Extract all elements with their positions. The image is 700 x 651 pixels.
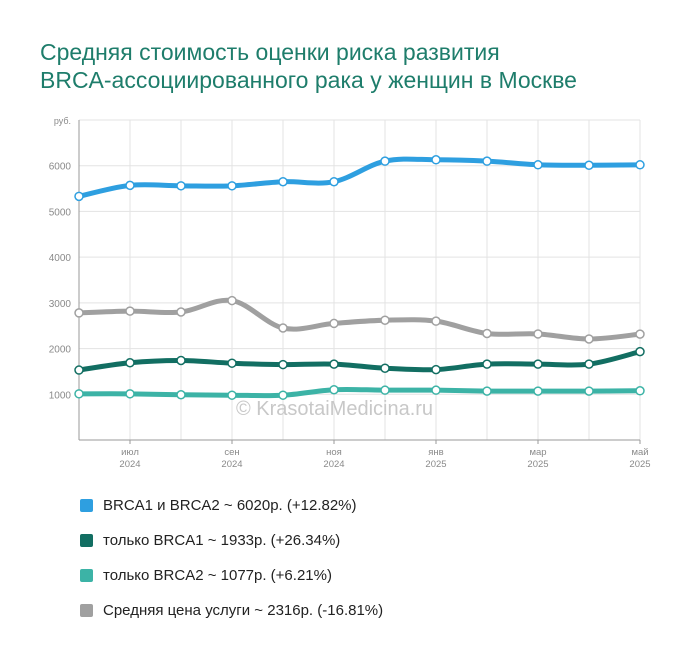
- chart-title-line-2: BRCA-ассоциированного рака у женщин в Мо…: [40, 67, 577, 93]
- y-tick-label: 1000: [49, 390, 72, 401]
- data-point: [380, 363, 390, 373]
- data-point: [329, 318, 339, 329]
- legend-item: только BRCA1 ~ 1933р. (+26.34%): [80, 523, 383, 558]
- data-point: [635, 386, 645, 396]
- data-point: [74, 389, 84, 399]
- data-point: [329, 176, 339, 187]
- y-tick-label: 5000: [49, 207, 72, 218]
- legend-swatch: [80, 604, 93, 617]
- data-point: [482, 156, 492, 166]
- data-point: [125, 306, 135, 316]
- data-point: [533, 160, 543, 170]
- legend-label: Средняя цена услуги ~ 2316р. (-16.81%): [103, 602, 384, 619]
- data-point: [584, 334, 594, 344]
- data-point: [329, 384, 339, 395]
- data-point: [584, 160, 594, 171]
- data-point: [482, 328, 492, 339]
- x-tick-label-year: 2024: [221, 459, 242, 470]
- legend-swatch: [80, 499, 93, 512]
- data-point: [74, 308, 84, 318]
- data-point: [125, 357, 135, 368]
- data-point: [74, 191, 84, 202]
- x-tick-label-month: май: [631, 447, 648, 458]
- y-axis-unit: руб.: [54, 116, 71, 126]
- legend-item: Средняя цена услуги ~ 2316р. (-16.81%): [80, 593, 383, 628]
- data-point: [74, 365, 84, 375]
- x-tick-label-year: 2025: [527, 459, 548, 470]
- data-point: [278, 359, 288, 370]
- data-point: [635, 346, 645, 357]
- data-point: [380, 315, 390, 325]
- legend-item: BRCA1 и BRCA2 ~ 6020р. (+12.82%): [80, 488, 383, 523]
- legend-label: только BRCA2 ~ 1077р. (+6.21%): [103, 567, 332, 584]
- legend-label: BRCA1 и BRCA2 ~ 6020р. (+12.82%): [103, 497, 357, 514]
- data-point: [227, 295, 237, 306]
- data-point: [278, 323, 288, 333]
- legend-label: только BRCA1 ~ 1933р. (+26.34%): [103, 532, 341, 549]
- x-tick-label-month: ноя: [326, 447, 342, 458]
- data-point: [482, 359, 492, 369]
- series-line: [76, 349, 643, 373]
- data-point: [431, 385, 441, 395]
- data-point: [635, 160, 645, 170]
- x-tick-label-month: мар: [529, 447, 546, 458]
- line-chart: 100020003000400050006000руб.июл2024сен20…: [49, 116, 651, 470]
- data-point: [380, 385, 390, 395]
- data-point: [635, 329, 645, 339]
- data-point: [176, 355, 186, 366]
- data-point: [125, 389, 135, 399]
- chart-legend: BRCA1 и BRCA2 ~ 6020р. (+12.82%) только B…: [80, 488, 383, 628]
- data-point: [329, 359, 339, 369]
- data-point: [431, 155, 441, 165]
- chart-title-line-1: Средняя стоимость оценки риска развития: [40, 39, 500, 65]
- data-point: [176, 307, 186, 317]
- data-point: [584, 359, 594, 369]
- data-point: [176, 389, 186, 400]
- y-tick-label: 2000: [49, 345, 72, 356]
- data-point: [278, 176, 288, 187]
- x-tick-label-year: 2024: [323, 459, 344, 470]
- data-point: [584, 386, 594, 396]
- x-tick-label-year: 2025: [425, 459, 446, 470]
- data-point: [431, 316, 441, 326]
- series-line: [76, 297, 643, 342]
- data-point: [278, 390, 288, 400]
- x-tick-label-month: июл: [121, 447, 139, 458]
- legend-swatch: [80, 534, 93, 547]
- x-tick-label-month: янв: [428, 447, 443, 458]
- data-point: [227, 390, 237, 400]
- series-line: [76, 156, 643, 199]
- data-point: [125, 180, 135, 191]
- watermark: © KrasotaiMedicina.ru: [236, 398, 434, 420]
- data-point: [227, 358, 237, 368]
- data-point: [533, 329, 543, 339]
- y-tick-label: 6000: [49, 162, 72, 173]
- legend-swatch: [80, 569, 93, 582]
- y-tick-label: 4000: [49, 253, 72, 264]
- data-point: [482, 386, 492, 396]
- legend-item: только BRCA2 ~ 1077р. (+6.21%): [80, 558, 383, 593]
- x-tick-label-year: 2025: [629, 459, 650, 470]
- data-point: [176, 181, 186, 191]
- x-tick-label-month: сен: [224, 447, 239, 458]
- data-point: [533, 386, 543, 396]
- data-point: [533, 359, 543, 369]
- data-point: [431, 364, 441, 375]
- data-point: [380, 156, 390, 166]
- chart-title: Средняя стоимость оценки риска развития …: [40, 38, 680, 94]
- data-point: [227, 181, 237, 191]
- x-tick-label-year: 2024: [119, 459, 140, 470]
- y-tick-label: 3000: [49, 299, 72, 310]
